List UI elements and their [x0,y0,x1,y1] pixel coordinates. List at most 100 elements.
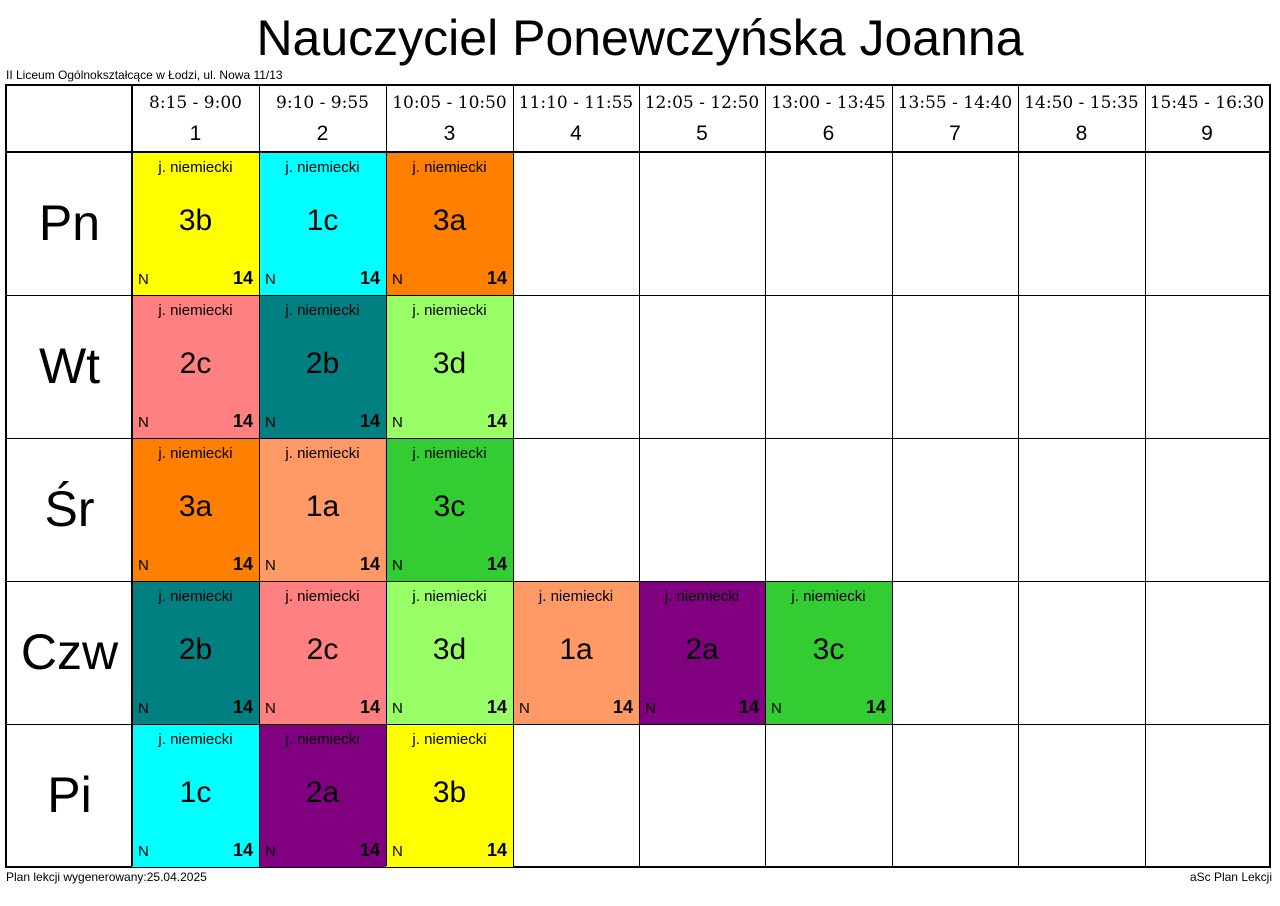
period-header: 10:05 - 10:50 3 [386,86,513,152]
software-name: aSc Plan Lekcji [1189,870,1272,884]
lesson-subject: j. niemiecki [412,302,487,319]
lesson-room: 14 [232,840,253,860]
lesson-group: N [265,700,276,717]
grid-line [131,86,133,866]
period-number: 5 [696,122,708,145]
period-header: 14:50 - 15:35 8 [1018,86,1145,152]
lesson-card: j. niemiecki 1c N 14 [259,152,386,295]
lesson-class: 3a [178,490,213,523]
lesson-subject: j. niemiecki [285,445,360,462]
lesson-subject: j. niemiecki [285,159,360,176]
lesson-card: j. niemiecki 2b N 14 [132,581,259,724]
grid-line [7,295,1269,296]
lesson-class: 2b [305,347,340,380]
generated-date: Plan lekcji wygenerowany:25.04.2025 [6,870,207,884]
grid-line [7,151,1269,153]
lesson-group: N [138,414,149,431]
lesson-class: 2a [305,776,340,809]
lesson-room: 14 [232,411,253,431]
period-header: 9:10 - 9:55 2 [259,86,386,152]
lesson-group: N [138,843,149,860]
lesson-group: N [265,843,276,860]
lesson-subject: j. niemiecki [664,588,740,605]
period-header: 8:15 - 9:00 1 [132,86,259,152]
period-time: 10:05 - 10:50 [392,93,507,113]
lesson-group: N [392,843,403,860]
lesson-card: j. niemiecki 3a N 14 [386,152,513,295]
lesson-room: 14 [865,697,886,717]
grid-line [259,86,260,866]
lesson-group: N [392,271,403,288]
lesson-class: 3c [433,490,466,523]
school-name: II Liceum Ogólnokształcące w Łodzi, ul. … [6,68,283,82]
lesson-room: 14 [359,840,380,860]
lesson-group: N [771,700,782,717]
lesson-room: 14 [359,697,380,717]
lesson-subject: j. niemiecki [158,445,233,462]
lesson-group: N [519,700,530,717]
lesson-card: j. niemiecki 3a N 14 [132,438,259,581]
lesson-class: 2c [179,347,212,380]
lesson-room: 14 [738,697,759,717]
lesson-subject: j. niemiecki [412,445,487,462]
lesson-group: N [138,700,149,717]
grid-line [513,86,514,866]
lesson-room: 14 [359,411,380,431]
lesson-subject: j. niemiecki [158,159,233,176]
lesson-group: N [138,557,149,574]
lesson-group: N [265,414,276,431]
period-header: 11:10 - 11:55 4 [513,86,639,152]
lesson-group: N [138,271,149,288]
grid-line [1018,86,1019,866]
period-header: 13:55 - 14:40 7 [892,86,1018,152]
lesson-subject: j. niemiecki [412,731,487,748]
grid-line [7,438,1269,439]
lesson-subject: j. niemiecki [285,588,360,605]
lesson-room: 14 [486,697,507,717]
timetable-grid: j. niemiecki 3b N 14 j. niemiecki 1c N 14 j. nie… [5,84,1271,868]
lesson-subject: j. niemiecki [285,731,360,748]
lesson-card: j. niemiecki 3c N 14 [386,438,513,581]
period-number: 8 [1075,122,1088,145]
lesson-subject: j. niemiecki [158,302,233,319]
period-number: 2 [316,122,329,145]
period-header: 13:00 - 13:45 6 [765,86,892,152]
lesson-card: j. niemiecki 3b N 14 [132,152,259,295]
grid-line [765,86,766,866]
period-time: 14:50 - 15:35 [1024,93,1139,113]
lesson-group: N [265,271,276,288]
lesson-class: 3b [432,776,467,809]
lesson-room: 14 [486,268,507,288]
lesson-group: N [392,414,403,431]
lesson-class: 1a [305,490,340,523]
grid-line [7,724,1269,725]
period-time: 13:55 - 14:40 [897,93,1013,113]
lesson-group: N [392,700,403,717]
lesson-group: N [645,700,656,717]
lesson-class: 2c [306,633,339,666]
lesson-subject: j. niemiecki [538,588,614,605]
period-number: 4 [570,122,582,145]
lesson-room: 14 [486,840,507,860]
lesson-class: 3d [432,347,467,380]
grid-line [386,86,387,866]
lesson-card: j. niemiecki 3c N 14 [765,581,892,724]
lesson-card: j. niemiecki 3d N 14 [386,295,513,438]
lesson-card: j. niemiecki 2c N 14 [259,581,386,724]
period-time: 12:05 - 12:50 [644,93,760,113]
lesson-room: 14 [359,268,380,288]
lesson-class: 3c [812,633,845,666]
period-number: 6 [822,122,835,145]
lesson-subject: j. niemiecki [412,588,487,605]
lesson-class: 2b [178,633,213,666]
lesson-card: j. niemiecki 1a N 14 [513,581,639,724]
day-label: Wt [38,338,101,394]
period-number: 7 [949,122,961,145]
lesson-class: 3b [178,204,213,237]
lesson-group: N [392,557,403,574]
lesson-class: 2a [685,633,719,666]
lesson-subject: j. niemiecki [791,588,866,605]
lesson-room: 14 [232,268,253,288]
lesson-card: j. niemiecki 2b N 14 [259,295,386,438]
day-label: Pn [38,195,101,251]
